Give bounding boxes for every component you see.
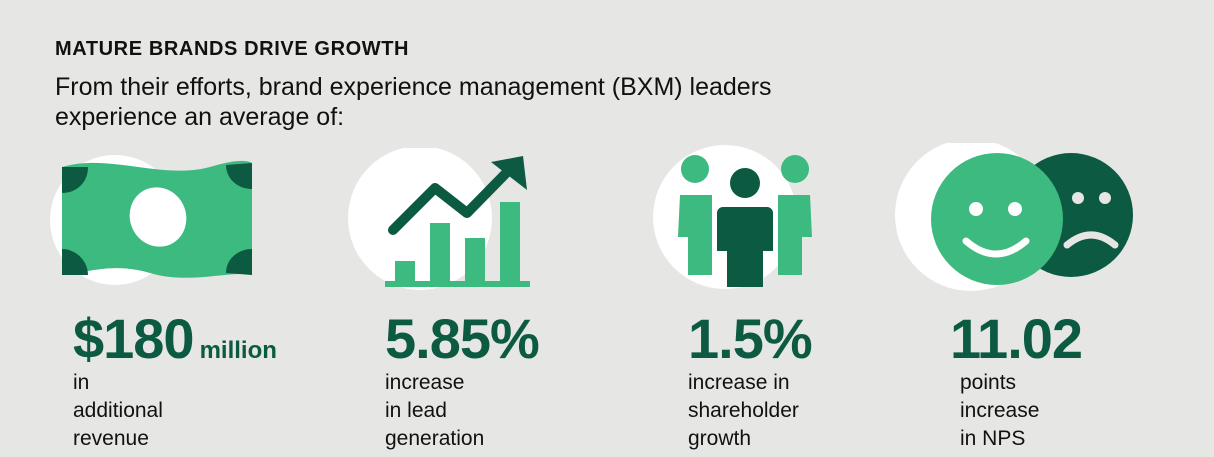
stat-description: in additional revenue bbox=[73, 369, 163, 453]
infographic-subtitle: From their efforts, brand experience man… bbox=[55, 73, 772, 131]
stat-description-line: in additional revenue bbox=[73, 371, 163, 450]
stat-unit: million bbox=[199, 337, 277, 364]
happy-sad-faces-icon bbox=[895, 143, 1133, 291]
stat-description-line: in NPS bbox=[960, 427, 1026, 450]
stat-description-line: generation bbox=[385, 427, 485, 450]
stat-description-line: increase in lead bbox=[385, 371, 465, 422]
money-bill-icon bbox=[50, 155, 252, 285]
growth-chart-icon bbox=[348, 148, 530, 290]
stat-description: increase in shareholder growth bbox=[688, 369, 799, 453]
stat-value: $180 bbox=[73, 307, 195, 370]
people-group-icon bbox=[653, 145, 812, 289]
stat-description-line: increase in bbox=[688, 371, 790, 394]
stat-description: increase in lead generation bbox=[385, 369, 484, 453]
stat-value: 11.02 bbox=[950, 307, 1083, 370]
stat-value: 5.85% bbox=[385, 307, 540, 370]
stat-description: points increase in NPS bbox=[960, 369, 1039, 453]
stat-description-line: shareholder growth bbox=[688, 399, 799, 450]
stat-value: 1.5% bbox=[688, 307, 813, 370]
infographic-title: MATURE BRANDS DRIVE GROWTH bbox=[55, 38, 410, 60]
stat-description-line: points increase bbox=[960, 371, 1040, 422]
